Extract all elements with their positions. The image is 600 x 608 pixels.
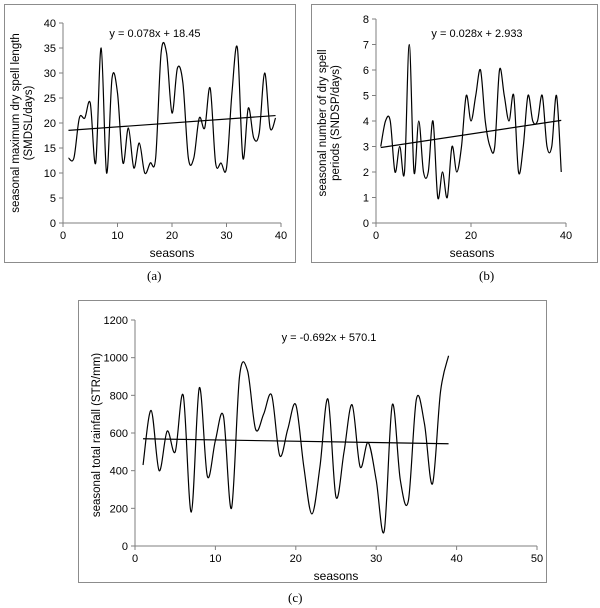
y-axis-label-line: (SMDSL/days) xyxy=(23,85,35,160)
x-tick-label: 0 xyxy=(132,553,138,565)
y-tick-label: 3 xyxy=(363,142,369,154)
data-series-line xyxy=(68,42,277,175)
x-tick-label: 50 xyxy=(531,553,543,565)
y-tick-label: 5 xyxy=(50,193,56,205)
y-axis-label-group: seasonal number of dry spell periods (SND… xyxy=(317,49,342,196)
y-tick-label: 200 xyxy=(110,503,128,515)
y-tick-label: 600 xyxy=(110,428,128,440)
y-axis-label-line: periods (SNDSP/days) xyxy=(330,65,342,181)
y-tick-label: 40 xyxy=(44,18,56,30)
chart-c-svg: 0 200 400 600 800 1000 1200 0 10 20 30 40 50 y = -0.6… xyxy=(91,315,543,583)
x-tick-label: 40 xyxy=(450,553,462,565)
y-tick-label: 30 xyxy=(44,68,56,80)
x-tick-label: 20 xyxy=(465,230,477,242)
y-tick-label: 800 xyxy=(110,390,128,402)
y-tick-label: 6 xyxy=(363,65,369,77)
x-tick-label: 30 xyxy=(370,553,382,565)
trend-line xyxy=(380,119,562,149)
x-axis-label: seasons xyxy=(314,569,359,582)
x-tick-label: 40 xyxy=(560,230,572,242)
y-tick-label: 1 xyxy=(363,193,369,205)
y-axis-label-group: seasonal maximum dry spell length (SMDSL/… xyxy=(10,33,35,213)
y-tick-label: 1000 xyxy=(104,353,128,365)
chart-panel-b: 0 1 2 3 4 5 6 7 8 0 20 40 y = 0.028x + 2.933 seasons s… xyxy=(311,4,598,263)
y-axis-label-line: seasonal number of dry spell xyxy=(317,49,329,196)
caption-c: (c) xyxy=(288,590,303,605)
y-tick-label: 8 xyxy=(363,14,369,26)
x-tick-label: 30 xyxy=(220,230,232,242)
data-series-line xyxy=(142,355,450,534)
x-tick-label: 0 xyxy=(373,230,379,242)
y-axis-label-group: seasonal total rainfall (STR/mm) xyxy=(91,353,103,517)
y-tick-label: 1200 xyxy=(104,315,128,327)
x-tick-label: 20 xyxy=(290,553,302,565)
caption-a: (a) xyxy=(147,268,162,283)
y-axis-label-line: seasonal total rainfall (STR/mm) xyxy=(91,353,103,517)
y-axis-label-line: seasonal maximum dry spell length xyxy=(10,33,22,213)
x-tick-label: 40 xyxy=(275,230,287,242)
x-tick-label: 20 xyxy=(166,230,178,242)
y-tick-label: 400 xyxy=(110,466,128,478)
chart-b-svg: 0 1 2 3 4 5 6 7 8 0 20 40 y = 0.028x + 2.933 seasons s… xyxy=(317,14,572,260)
trendline-equation: y = 0.028x + 2.933 xyxy=(431,28,522,40)
x-tick-label: 10 xyxy=(111,230,123,242)
caption-b: (b) xyxy=(479,268,495,283)
x-tick-label: 10 xyxy=(209,553,221,565)
trend-line xyxy=(143,438,449,445)
y-tick-label: 0 xyxy=(122,541,128,553)
trendline-equation: y = -0.692x + 570.1 xyxy=(282,332,377,344)
y-tick-label: 2 xyxy=(363,167,369,179)
y-tick-label: 25 xyxy=(44,93,56,105)
trend-line xyxy=(68,114,276,131)
chart-panel-c: 0 200 400 600 800 1000 1200 0 10 20 30 40 50 y = -0.6… xyxy=(78,300,547,583)
y-tick-label: 7 xyxy=(363,40,369,52)
y-tick-label: 15 xyxy=(44,143,56,155)
y-tick-label: 4 xyxy=(363,116,369,128)
y-tick-label: 0 xyxy=(363,218,369,230)
chart-panel-a: 0 5 10 15 20 25 30 35 40 0 10 20 30 40 y = 0.078x + 18… xyxy=(4,4,296,263)
data-series-line xyxy=(380,43,562,200)
y-tick-label: 10 xyxy=(44,168,56,180)
x-axis-label: seasons xyxy=(150,246,195,260)
trendline-equation: y = 0.078x + 18.45 xyxy=(109,28,200,40)
y-tick-label: 0 xyxy=(50,218,56,230)
y-tick-label: 35 xyxy=(44,43,56,55)
x-tick-label: 0 xyxy=(60,230,66,242)
y-tick-label: 5 xyxy=(363,91,369,103)
chart-a-svg: 0 5 10 15 20 25 30 35 40 0 10 20 30 40 y = 0.078x + 18… xyxy=(10,18,287,260)
x-axis-label: seasons xyxy=(450,246,495,260)
y-tick-label: 20 xyxy=(44,118,56,130)
